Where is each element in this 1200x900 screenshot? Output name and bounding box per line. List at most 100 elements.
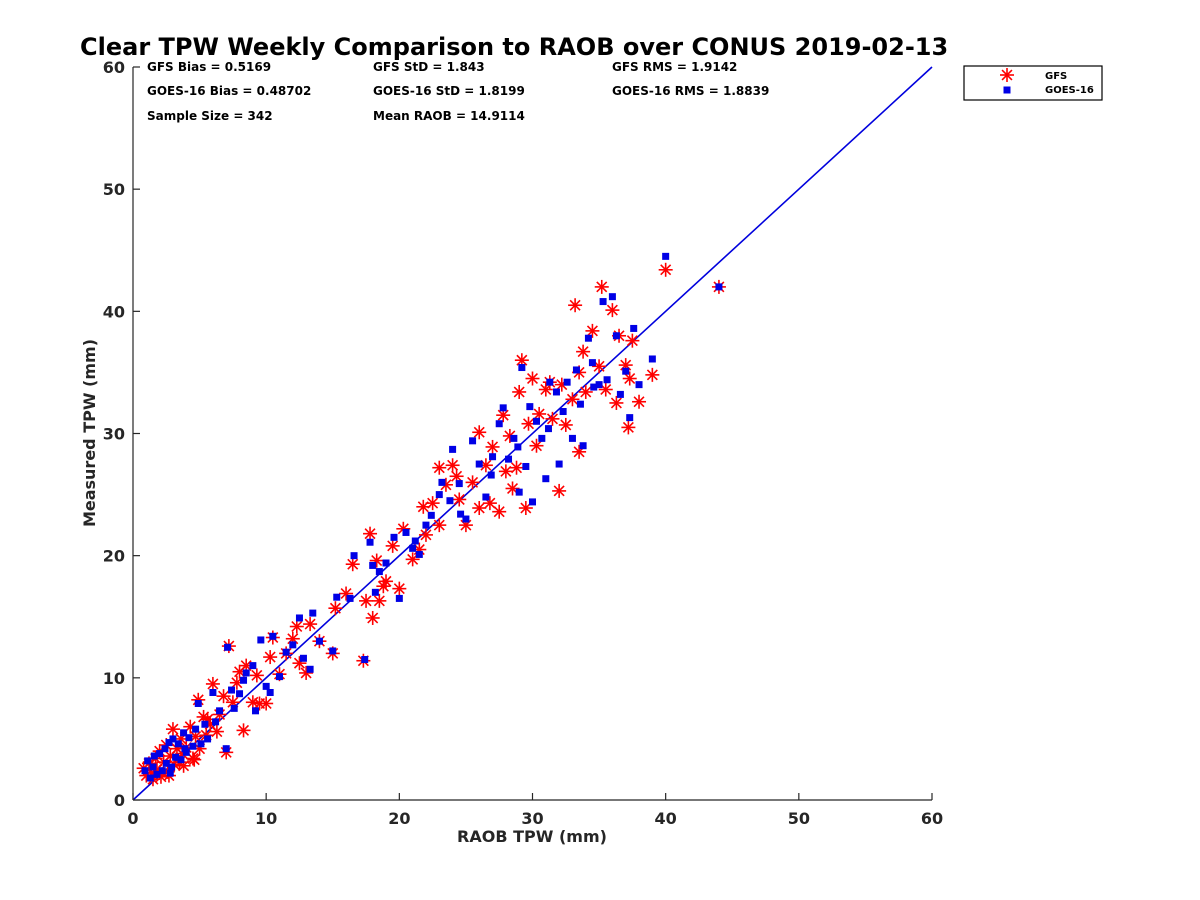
y-tick-label: 60 bbox=[103, 58, 125, 77]
goes-16-point bbox=[209, 688, 217, 696]
goes-16-point bbox=[181, 745, 189, 753]
goes-16-point bbox=[559, 408, 567, 416]
gfs-point bbox=[658, 262, 673, 277]
goes-16-point bbox=[584, 334, 592, 342]
gfs-point bbox=[485, 439, 500, 454]
goes-16-point bbox=[153, 770, 161, 778]
goes-16-point bbox=[616, 390, 624, 398]
gfs-point bbox=[363, 526, 378, 541]
goes-16-point bbox=[469, 437, 477, 445]
goes-16-point bbox=[489, 453, 497, 461]
goes-16-point bbox=[563, 378, 571, 386]
goes-16-point bbox=[518, 364, 526, 372]
goes-16-point bbox=[626, 414, 634, 422]
legend: GFS GOES-16 bbox=[963, 65, 1103, 101]
goes-16-point bbox=[299, 654, 307, 662]
goes-16-point bbox=[194, 699, 202, 707]
gfs-point bbox=[568, 298, 583, 313]
goes-16-point bbox=[544, 425, 552, 433]
goes-16-point bbox=[514, 443, 522, 451]
goes-16-point bbox=[158, 767, 166, 775]
goes-16-point bbox=[266, 688, 274, 696]
gfs-point bbox=[385, 538, 400, 553]
gfs-point bbox=[509, 460, 524, 475]
stat-text: GFS StD = 1.843 bbox=[373, 60, 485, 74]
goes-16-point bbox=[395, 594, 403, 602]
goes-16-point bbox=[630, 324, 638, 332]
gfs-point bbox=[416, 499, 431, 514]
goes-16-point bbox=[572, 366, 580, 374]
goes-16-point bbox=[295, 614, 303, 622]
gfs-point bbox=[209, 724, 224, 739]
goes-16-point bbox=[409, 544, 417, 552]
goes-16-point bbox=[622, 367, 630, 375]
goes-16-point bbox=[150, 752, 158, 760]
goes-16-point bbox=[262, 682, 270, 690]
goes-16-point bbox=[495, 420, 503, 428]
goes-16-point bbox=[382, 559, 390, 567]
gfs-point bbox=[165, 722, 180, 737]
goes-16-point bbox=[599, 298, 607, 306]
gfs-point bbox=[558, 417, 573, 432]
goes-16-point bbox=[402, 528, 410, 536]
reference-line bbox=[132, 66, 933, 801]
goes-16-point bbox=[515, 488, 523, 496]
goes-16-point bbox=[149, 763, 157, 771]
gfs-point bbox=[432, 460, 447, 475]
x-axis-label: RAOB TPW (mm) bbox=[457, 827, 607, 846]
stat-text: GFS Bias = 0.5169 bbox=[147, 60, 271, 74]
goes-16-point bbox=[415, 550, 423, 558]
gfs-point bbox=[263, 650, 278, 665]
gfs-point bbox=[632, 394, 647, 409]
gfs-point bbox=[512, 384, 527, 399]
goes-16-point bbox=[306, 665, 314, 673]
gfs-point bbox=[365, 610, 380, 625]
goes-16-point bbox=[546, 378, 554, 386]
y-tick-label: 0 bbox=[114, 791, 125, 810]
goes-16-point bbox=[542, 475, 550, 483]
goes-16-point bbox=[257, 636, 265, 644]
gfs-point bbox=[303, 617, 318, 632]
goes-16-point bbox=[333, 593, 341, 601]
y-tick-label: 10 bbox=[103, 669, 125, 688]
goes-16-point bbox=[222, 745, 230, 753]
goes-16-point bbox=[204, 735, 212, 743]
axis-ticks: 0 10 20 30 40 50 60 0 10 20 30 40 50 60 bbox=[103, 58, 943, 828]
x-tick-label: 20 bbox=[388, 809, 410, 828]
gfs-point bbox=[216, 689, 231, 704]
gfs-point bbox=[552, 483, 567, 498]
goes-16-point bbox=[144, 757, 152, 765]
gfs-point bbox=[498, 464, 513, 479]
goes-16-point bbox=[346, 594, 354, 602]
goes-16-point bbox=[538, 434, 546, 442]
goes-16-point bbox=[438, 478, 446, 486]
goes-16-point bbox=[361, 656, 369, 664]
goes-16-point bbox=[329, 647, 337, 655]
gfs-point bbox=[418, 527, 433, 542]
gfs-point bbox=[379, 574, 394, 589]
gfs-point bbox=[622, 371, 637, 386]
goes-16-point bbox=[579, 442, 587, 450]
gfs-point bbox=[345, 557, 360, 572]
gfs-point bbox=[472, 501, 487, 516]
goes-16-point bbox=[446, 497, 454, 505]
goes-16-point bbox=[162, 759, 170, 767]
goes-16-point bbox=[177, 756, 185, 764]
goes-16-point bbox=[411, 537, 419, 545]
goes-16-point bbox=[510, 434, 518, 442]
goes-16-point bbox=[635, 381, 643, 389]
gfs-point bbox=[432, 518, 447, 533]
goes-16-point bbox=[169, 735, 177, 743]
x-tick-label: 40 bbox=[655, 809, 677, 828]
gfs-point bbox=[205, 676, 220, 691]
y-tick-label: 30 bbox=[103, 425, 125, 444]
gfs-point bbox=[545, 411, 560, 426]
goes-16-point bbox=[182, 748, 190, 756]
goes-16-point bbox=[350, 552, 358, 560]
y-tick-label: 40 bbox=[103, 302, 125, 321]
stat-text: Mean RAOB = 14.9114 bbox=[373, 109, 525, 123]
gfs-point bbox=[372, 593, 387, 608]
goes-16-point bbox=[212, 718, 220, 726]
gfs-point bbox=[445, 458, 460, 473]
